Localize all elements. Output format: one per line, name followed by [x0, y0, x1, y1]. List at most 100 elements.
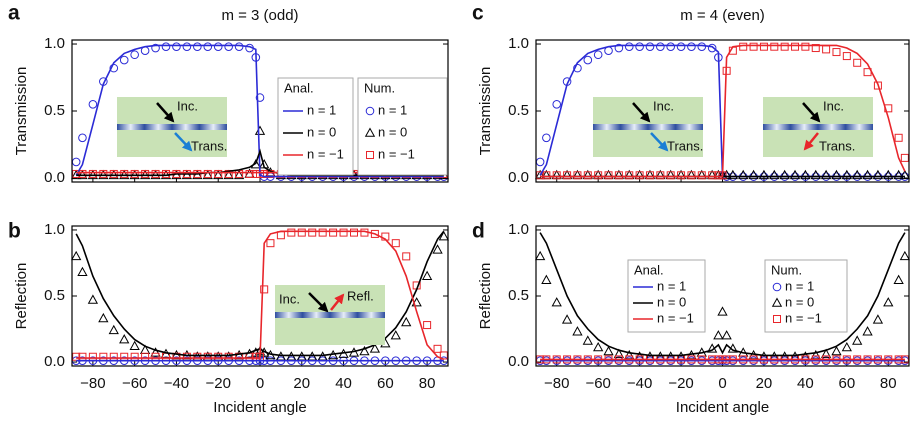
inset-label: Trans. — [667, 138, 703, 153]
legend-label: n = −1 — [307, 146, 344, 161]
data-point — [129, 340, 140, 350]
data-point — [350, 228, 358, 237]
data-point — [717, 306, 728, 316]
data-point — [770, 42, 779, 51]
data-point — [572, 326, 583, 336]
data-point — [72, 169, 81, 178]
data-point — [109, 169, 118, 178]
y-axis-label: Reflection — [13, 263, 30, 330]
data-point — [573, 171, 582, 180]
data-point — [233, 169, 245, 180]
y-tick-label: 1.0 — [44, 35, 65, 52]
legend-swatch — [365, 106, 375, 116]
data-point — [842, 52, 851, 61]
data-point — [883, 169, 894, 180]
data-point — [98, 312, 109, 323]
data-point — [318, 228, 327, 237]
data-point — [99, 169, 108, 178]
data-point — [77, 266, 88, 277]
data-point — [721, 169, 732, 180]
inset-grating — [763, 124, 873, 130]
data-point — [603, 345, 614, 356]
data-point — [421, 270, 433, 280]
x-axis-label: Incident angle — [213, 399, 306, 416]
inset-label: Inc. — [653, 98, 674, 113]
data-point — [202, 169, 213, 180]
data-point — [552, 100, 562, 109]
data-point — [583, 55, 593, 65]
data-line — [539, 232, 906, 357]
data-point — [779, 169, 790, 180]
y-axis-label: Transmission — [13, 67, 30, 156]
data-point — [151, 43, 160, 53]
data-point — [193, 42, 202, 51]
plot-frame — [535, 39, 910, 183]
data-point — [697, 171, 706, 180]
data-point — [593, 341, 604, 352]
data-point — [800, 169, 811, 180]
data-point — [862, 326, 873, 336]
data-point — [224, 169, 233, 178]
legend-label: n = 0 — [307, 124, 336, 139]
data-point — [583, 171, 592, 180]
panel-label: b — [8, 220, 21, 243]
data-point — [390, 330, 401, 340]
data-point — [594, 171, 603, 180]
data-point — [542, 171, 551, 180]
data-point — [707, 43, 717, 53]
data-point — [721, 330, 732, 340]
data-point — [563, 171, 572, 180]
data-point — [119, 55, 129, 65]
data-point — [329, 228, 338, 237]
data-point — [789, 169, 801, 180]
data-point — [541, 274, 552, 284]
y-tick-label: 1.0 — [44, 221, 65, 238]
panel-title: m = 3 (odd) — [221, 7, 298, 24]
data-point — [391, 239, 400, 248]
data-point — [676, 42, 686, 51]
data-point — [820, 348, 832, 358]
data-point — [72, 352, 81, 361]
data-point — [542, 133, 551, 143]
y-tick-label: 1.0 — [508, 221, 529, 238]
data-point — [223, 169, 234, 180]
data-point — [561, 314, 573, 324]
data-point — [899, 250, 911, 261]
data-point — [423, 321, 432, 330]
data-point — [656, 171, 665, 180]
data-point — [645, 42, 655, 51]
plot-frame — [71, 39, 449, 183]
legend-label: n = −1 — [785, 310, 822, 325]
data-point — [182, 42, 192, 51]
data-point — [213, 169, 224, 180]
data-point — [370, 229, 379, 238]
y-tick-label: 0.0 — [508, 169, 529, 186]
legend-title: Anal. — [284, 80, 314, 95]
data-point — [614, 43, 624, 53]
data-point — [853, 58, 862, 67]
data-point — [433, 344, 442, 353]
x-tick-label: −60 — [585, 375, 610, 392]
data-point — [308, 228, 317, 237]
data-point — [666, 171, 675, 180]
data-point — [791, 42, 800, 51]
data-point — [893, 274, 904, 284]
legend-label: n = 1 — [307, 102, 336, 117]
legend-label: n = 0 — [657, 294, 686, 309]
data-point — [697, 42, 707, 51]
x-tick-label: 40 — [335, 375, 352, 392]
data-point — [552, 171, 561, 180]
data-point — [162, 169, 170, 178]
y-tick-label: 0.5 — [508, 102, 529, 119]
y-axis-label: Transmission — [477, 67, 494, 156]
data-point — [87, 294, 99, 304]
plot-frame — [535, 225, 910, 367]
data-point — [832, 48, 841, 57]
data-point — [245, 169, 254, 178]
legend-swatch — [366, 151, 374, 159]
data-point — [402, 252, 411, 261]
y-tick-label: 1.0 — [508, 35, 529, 52]
data-point — [120, 169, 129, 178]
inset-label: Refl. — [347, 288, 374, 303]
data-line — [76, 230, 445, 361]
